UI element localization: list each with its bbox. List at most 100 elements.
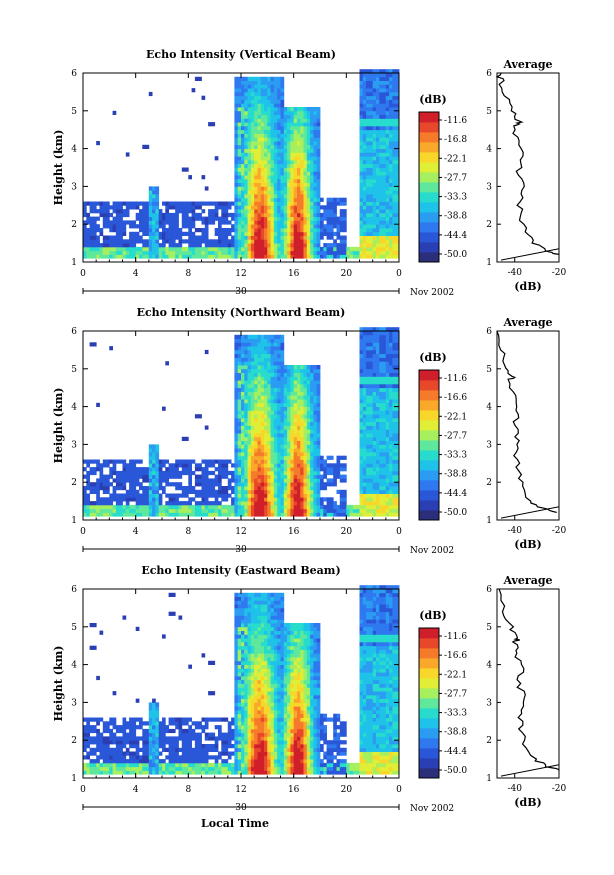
heatmap-cell (155, 216, 160, 221)
heatmap-cell (221, 489, 225, 494)
heatmap-cell (382, 133, 387, 138)
heatmap-cell (369, 399, 374, 404)
heatmap-cell (241, 455, 245, 460)
heatmap-cell (389, 246, 393, 252)
heatmap-cell (234, 391, 239, 396)
heatmap-cell (382, 452, 387, 457)
heatmap-cell (379, 167, 383, 172)
heatmap-cell (359, 73, 364, 78)
heatmap-cell (297, 467, 301, 472)
heatmap-cell (250, 361, 255, 366)
heatmap-cell (106, 512, 110, 517)
heatmap-cell (267, 414, 271, 419)
heatmap-cell (244, 178, 248, 183)
heatmap-cell (162, 239, 166, 244)
heatmap-cell (264, 463, 268, 468)
heatmap-cell (392, 194, 397, 199)
heatmap-cell (395, 137, 400, 142)
heatmap-cell (218, 508, 222, 513)
heatmap-cell (310, 410, 314, 415)
heatmap-cell (385, 220, 390, 225)
heatmap-cell (112, 110, 117, 115)
heatmap-cell (277, 254, 281, 259)
heatmap-cell (260, 107, 265, 112)
heatmap-cell (392, 91, 397, 97)
heatmap-cell (316, 224, 321, 229)
heatmap-cell (297, 144, 301, 149)
heatmap-cell (270, 402, 275, 407)
heatmap-cell (264, 171, 268, 176)
heatmap-cell (303, 406, 308, 411)
heatmap-cell (392, 493, 397, 498)
heatmap-cell (260, 365, 265, 370)
heatmap-cell (392, 156, 397, 161)
heatmap-cell (283, 194, 288, 199)
heatmap-cell (234, 103, 239, 108)
heatmap-cell (287, 368, 291, 373)
heatmap-cell (204, 246, 209, 252)
heatmap-cell (369, 73, 374, 78)
heatmap-cell (310, 376, 314, 381)
heatmap-cell (244, 220, 248, 225)
heatmap-cell (257, 478, 262, 483)
heatmap-cell (96, 459, 100, 464)
heatmap-cell (313, 175, 318, 180)
heatmap-cell (326, 224, 331, 229)
heatmap-cell (244, 224, 248, 229)
heatmap-cell (395, 159, 400, 165)
heatmap-cell (385, 205, 390, 210)
heatmap-cell (191, 220, 196, 225)
heatmap-cell (300, 209, 304, 214)
heatmap-cell (254, 216, 258, 221)
heatmap-cell (188, 512, 192, 517)
heatmap-cell (372, 194, 377, 199)
heatmap-cell (155, 205, 160, 210)
heatmap-cell (306, 254, 311, 259)
heatmap-cell (122, 239, 127, 244)
heatmap-cell (273, 455, 278, 460)
heatmap-cell (273, 141, 278, 146)
heatmap-cell (109, 346, 113, 351)
heatmap-cell (362, 235, 367, 240)
heatmap-cell (132, 504, 137, 510)
heatmap-cell (379, 224, 383, 229)
heatmap-cell (221, 205, 225, 210)
heatmap-cell (297, 137, 301, 142)
heatmap-cell (382, 88, 387, 93)
heatmap-cell (313, 209, 318, 214)
heatmap-cell (385, 148, 390, 153)
heatmap-cell (158, 478, 163, 483)
heatmap-cell (86, 246, 90, 252)
heatmap-cell (395, 133, 400, 138)
heatmap-cell (293, 163, 298, 168)
heatmap-cell (277, 250, 281, 255)
heatmap-cell (112, 205, 117, 210)
heatmap-cell (188, 175, 192, 180)
heatmap-cell (250, 84, 255, 89)
heatmap-cell (241, 486, 245, 491)
heatmap-cell (283, 163, 288, 168)
heatmap-cell (273, 178, 278, 183)
heatmap-cell (359, 395, 364, 400)
heatmap-cell (287, 220, 291, 225)
heatmap-cell (273, 129, 278, 134)
heatmap-cell (369, 452, 374, 457)
heatmap-cell (392, 512, 397, 517)
heatmap-cell (316, 167, 321, 172)
heatmap-cell (339, 201, 344, 206)
heatmap-cell (306, 178, 311, 183)
heatmap-cell (273, 501, 278, 506)
heatmap-cell (290, 137, 295, 142)
heatmap-cell (244, 201, 248, 206)
heatmap-cell (323, 497, 327, 502)
heatmap-cell (270, 220, 275, 225)
heatmap-cell (191, 209, 196, 214)
heatmap-cell (389, 365, 393, 370)
heatmap-cell (392, 368, 397, 373)
heatmap-cell (148, 228, 153, 233)
heatmap-cell (369, 508, 374, 513)
heatmap-cell (139, 508, 143, 513)
heatmap-cell (316, 470, 321, 476)
heatmap-cell (379, 133, 383, 138)
heatmap-cell (300, 110, 304, 115)
